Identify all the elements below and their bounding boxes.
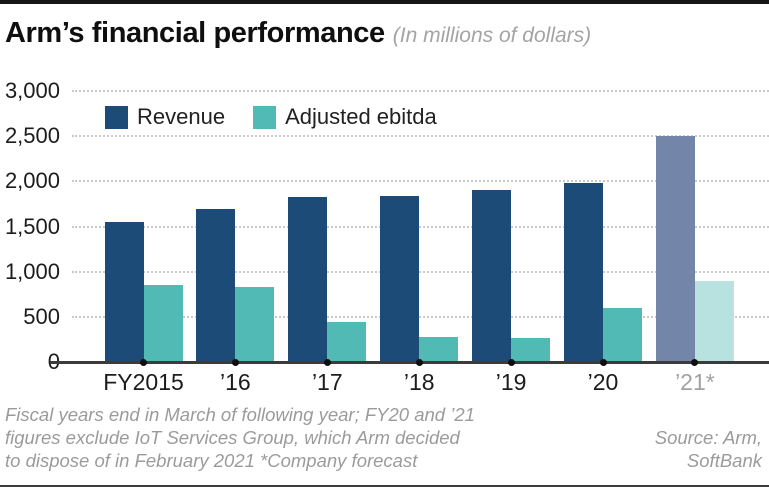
footnote-line: to dispose of in February 2021 *Company …	[5, 450, 418, 471]
bar-ebitda-5	[603, 307, 642, 362]
y-axis-label-3,000: 3,000	[4, 78, 60, 103]
bar-ebitda-3	[419, 336, 459, 362]
legend-label-revenue: Revenue	[137, 104, 226, 129]
x-axis-label-5: ’20	[587, 369, 619, 395]
chart-subtitle: (In millions of dollars)	[392, 24, 592, 47]
chart-title: Arm’s financial performance	[5, 17, 385, 49]
bar-revenue-2	[288, 196, 328, 362]
bar-revenue-6	[655, 136, 695, 362]
bar-revenue-3	[380, 196, 420, 362]
bar-revenue-1	[196, 209, 236, 362]
bar-ebitda-4	[511, 337, 551, 362]
footnote-line: Fiscal years end in March of following y…	[5, 404, 475, 425]
axis-dot-3	[415, 359, 423, 366]
bar-revenue-4	[472, 190, 512, 362]
bar-revenue-0	[104, 221, 144, 362]
bar-ebitda-1	[235, 287, 275, 362]
x-axis-label-2: ’17	[311, 369, 343, 395]
x-axis-label-0: FY2015	[103, 369, 184, 395]
gridline-2,000	[72, 180, 769, 183]
footnote-line: figures exclude IoT Services Group, whic…	[5, 427, 460, 448]
revenue-swatch-icon	[105, 105, 128, 129]
y-axis-label-2,500: 2,500	[4, 123, 60, 149]
gridline-3,000	[72, 90, 769, 92]
legend-item-ebitda: Adjusted ebitda	[253, 104, 437, 130]
legend-label-ebitda: Adjusted ebitda	[285, 104, 437, 129]
gridline-2,500	[72, 135, 769, 138]
chart-source: Source: Arm, SoftBank	[655, 426, 762, 472]
chart-footnote: Fiscal years end in March of following y…	[5, 403, 475, 472]
bar-revenue-5	[564, 183, 603, 362]
axis-dot-4	[507, 359, 515, 366]
axis-dot-0	[140, 359, 147, 366]
legend-item-revenue: Revenue	[105, 104, 225, 130]
gridline-1,500	[72, 225, 769, 228]
chart-header: Arm’s financial performance (In millions …	[5, 17, 591, 50]
x-axis-label-1: ’16	[220, 369, 251, 395]
y-axis-label-1,500: 1,500	[4, 213, 60, 239]
bar-ebitda-6	[694, 280, 734, 362]
source-line: Source: Arm,	[654, 427, 762, 448]
y-axis-label-1,000: 1,000	[4, 258, 60, 284]
gridline-500	[72, 315, 769, 318]
bar-ebitda-0	[143, 285, 183, 362]
source-line: SoftBank	[686, 450, 762, 471]
axis-dot-5	[599, 359, 607, 366]
axis-dot-6	[691, 359, 699, 366]
x-axis-label-4: ’19	[495, 369, 527, 395]
x-axis-label-6: ’21*	[675, 369, 715, 395]
y-axis-label-2,000: 2,000	[4, 168, 60, 194]
x-axis-label-3: ’18	[403, 369, 435, 395]
x-axis-line	[50, 361, 769, 364]
axis-dot-1	[231, 359, 239, 366]
bar-ebitda-2	[327, 322, 367, 362]
gridline-1,000	[72, 270, 769, 273]
y-axis-label-500: 500	[23, 303, 60, 329]
axis-dot-2	[323, 359, 331, 366]
ebitda-swatch-icon	[253, 105, 277, 129]
chart-legend: Revenue Adjusted ebitda	[105, 104, 465, 130]
bar-chart-plot-area: 05001,0001,5002,0002,5003,000FY2015’16’1…	[0, 4, 769, 485]
